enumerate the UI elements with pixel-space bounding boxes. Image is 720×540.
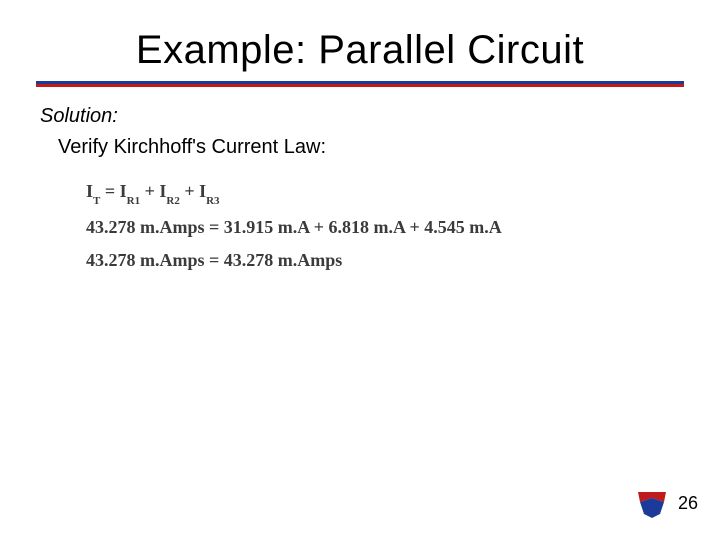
eq1-t1-base: I [120, 181, 127, 201]
eq1-plus1: + [140, 181, 159, 201]
logo-bottom-shape [640, 498, 664, 518]
shield-logo-icon [634, 488, 670, 518]
eq1-t1-sub: R1 [127, 195, 140, 207]
eq1-lhs-base: I [86, 181, 93, 201]
eq1-eq: = [100, 181, 119, 201]
content-area: Solution: Verify Kirchhoff's Current Law… [0, 87, 720, 271]
footer: 26 [634, 488, 698, 518]
eq1-lhs-sub: T [93, 195, 100, 207]
eq1-t3-sub: R3 [206, 195, 219, 207]
solution-label: Solution: [40, 105, 680, 128]
equation-block: IT = IR1 + IR2 + IR3 43.278 m.Amps = 31.… [40, 181, 680, 271]
eq1-plus2: + [180, 181, 199, 201]
page-number: 26 [678, 493, 698, 514]
equation-line-3: 43.278 m.Amps = 43.278 m.Amps [86, 250, 680, 271]
equation-line-2: 43.278 m.Amps = 31.915 m.A + 6.818 m.A +… [86, 217, 680, 238]
page-title: Example: Parallel Circuit [0, 0, 720, 81]
eq1-t2-sub: R2 [166, 195, 179, 207]
equation-line-1: IT = IR1 + IR2 + IR3 [86, 181, 680, 205]
subheading: Verify Kirchhoff's Current Law: [40, 136, 680, 159]
